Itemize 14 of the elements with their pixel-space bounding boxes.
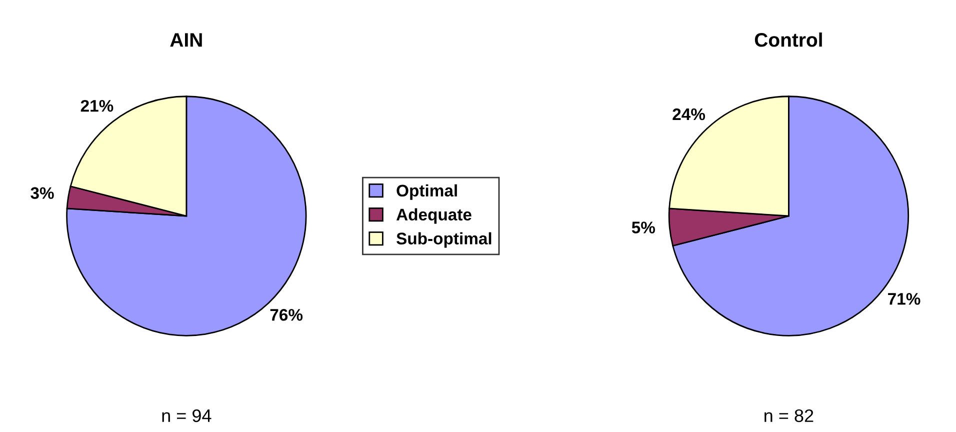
pie-slice xyxy=(66,96,307,336)
data-label: 76% xyxy=(270,308,303,321)
data-label: 21% xyxy=(80,100,114,112)
text: n = 82 xyxy=(764,409,814,422)
data-label: 71% xyxy=(888,293,920,305)
data-label: 5% xyxy=(632,222,656,234)
data-label: 3% xyxy=(30,187,54,199)
legend-label: Adequate xyxy=(396,208,472,224)
chart-title: AIN xyxy=(170,33,202,47)
chart-title: Control xyxy=(754,32,822,47)
data-label: 24% xyxy=(672,108,706,120)
legend-label: Sub-optimal xyxy=(396,232,492,248)
legend-label: Optimal xyxy=(396,184,457,200)
text: n = 94 xyxy=(162,409,212,422)
